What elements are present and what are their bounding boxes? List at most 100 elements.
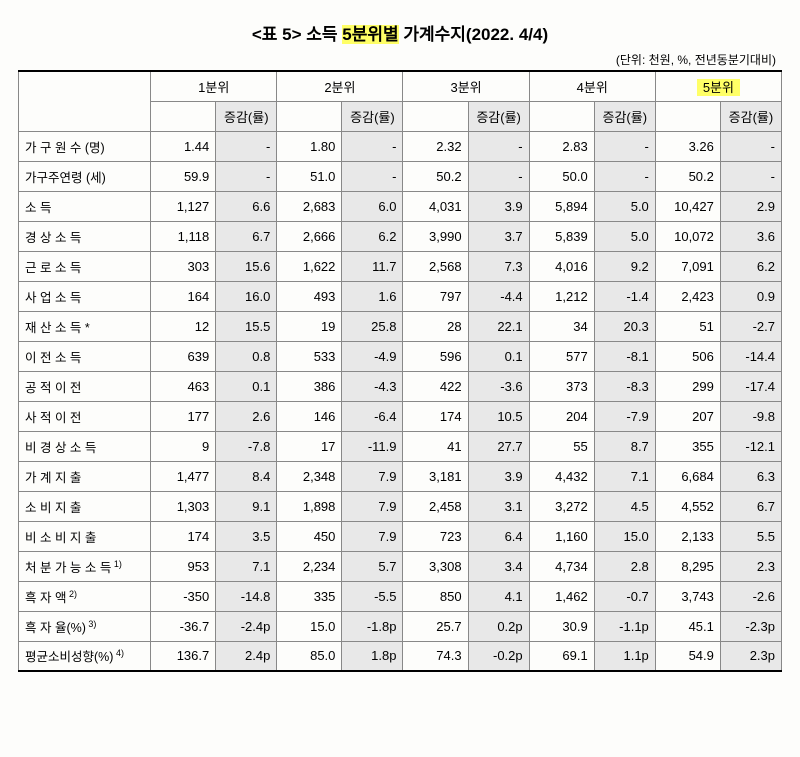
change-cell: - [594, 161, 655, 191]
change-cell: 2.3 [720, 551, 781, 581]
change-cell: 5.0 [594, 221, 655, 251]
title-highlight: 5분위별 [342, 25, 398, 44]
value-cell: 7,091 [655, 251, 720, 281]
value-cell: 5,839 [529, 221, 594, 251]
footnote-ref: 3) [86, 618, 97, 628]
value-cell: 450 [277, 521, 342, 551]
value-cell: 493 [277, 281, 342, 311]
row-label: 경 상 소 득 [19, 221, 151, 251]
change-cell: -4.3 [342, 371, 403, 401]
change-cell: 6.6 [216, 191, 277, 221]
value-cell: 4,016 [529, 251, 594, 281]
value-cell: 74.3 [403, 641, 468, 671]
value-cell: 3,308 [403, 551, 468, 581]
value-cell: 1,118 [151, 221, 216, 251]
change-cell: -5.5 [342, 581, 403, 611]
row-label: 재 산 소 득 * [19, 311, 151, 341]
table-row: 소 비 지 출1,3039.11,8987.92,4583.13,2724.54… [19, 491, 782, 521]
change-cell: 2.8 [594, 551, 655, 581]
value-cell: 10,427 [655, 191, 720, 221]
change-cell: - [594, 131, 655, 161]
change-cell: -4.4 [468, 281, 529, 311]
change-cell: 3.7 [468, 221, 529, 251]
change-cell: 0.2p [468, 611, 529, 641]
change-cell: 7.1 [594, 461, 655, 491]
value-cell: 2.83 [529, 131, 594, 161]
header-sub-blank-2 [277, 101, 342, 131]
change-cell: 7.9 [342, 461, 403, 491]
table-row: 흑 자 액 2)-350-14.8335-5.58504.11,462-0.73… [19, 581, 782, 611]
change-cell: 6.2 [720, 251, 781, 281]
header-q2: 2분위 [277, 71, 403, 101]
change-cell: -3.6 [468, 371, 529, 401]
value-cell: 3,743 [655, 581, 720, 611]
change-cell: -2.3p [720, 611, 781, 641]
change-cell: -2.7 [720, 311, 781, 341]
value-cell: 45.1 [655, 611, 720, 641]
value-cell: 723 [403, 521, 468, 551]
table-row: 근 로 소 득30315.61,62211.72,5687.34,0169.27… [19, 251, 782, 281]
change-cell: 9.1 [216, 491, 277, 521]
value-cell: 1,127 [151, 191, 216, 221]
value-cell: 1,898 [277, 491, 342, 521]
value-cell: 953 [151, 551, 216, 581]
change-cell: -1.1p [594, 611, 655, 641]
change-cell: 3.1 [468, 491, 529, 521]
change-cell: 7.9 [342, 521, 403, 551]
footnote-ref: 1) [111, 558, 122, 568]
value-cell: 15.0 [277, 611, 342, 641]
table-row: 평균소비성향(%) 4)136.72.4p85.01.8p74.3-0.2p69… [19, 641, 782, 671]
table-row: 비 경 상 소 득9-7.817-11.94127.7558.7355-12.1 [19, 431, 782, 461]
value-cell: 10,072 [655, 221, 720, 251]
table-row: 사 업 소 득16416.04931.6797-4.41,212-1.42,42… [19, 281, 782, 311]
change-cell: -7.8 [216, 431, 277, 461]
table-row: 소 득1,1276.62,6836.04,0313.95,8945.010,42… [19, 191, 782, 221]
value-cell: 3,990 [403, 221, 468, 251]
row-label: 처 분 가 능 소 득 1) [19, 551, 151, 581]
row-label: 근 로 소 득 [19, 251, 151, 281]
title-suffix: 가계수지(2022. 4/4) [399, 25, 549, 44]
change-cell: -17.4 [720, 371, 781, 401]
change-cell: -8.3 [594, 371, 655, 401]
value-cell: 639 [151, 341, 216, 371]
table-head: 1분위 2분위 3분위 4분위 5분위 증감(률) 증감(률) 증감(률) 증감… [19, 71, 782, 131]
value-cell: 51.0 [277, 161, 342, 191]
change-cell: 2.3p [720, 641, 781, 671]
change-cell: 2.6 [216, 401, 277, 431]
row-label: 이 전 소 득 [19, 341, 151, 371]
change-cell: 0.9 [720, 281, 781, 311]
change-cell: 10.5 [468, 401, 529, 431]
value-cell: 850 [403, 581, 468, 611]
change-cell: 7.1 [216, 551, 277, 581]
value-cell: 174 [403, 401, 468, 431]
change-cell: 8.4 [216, 461, 277, 491]
header-q3: 3분위 [403, 71, 529, 101]
value-cell: 299 [655, 371, 720, 401]
title-prefix: <표 5> 소득 [252, 25, 342, 44]
change-cell: 3.4 [468, 551, 529, 581]
change-cell: -11.9 [342, 431, 403, 461]
change-cell: 8.7 [594, 431, 655, 461]
value-cell: 577 [529, 341, 594, 371]
value-cell: 9 [151, 431, 216, 461]
table-row: 공 적 이 전4630.1386-4.3422-3.6373-8.3299-17… [19, 371, 782, 401]
change-cell: -1.4 [594, 281, 655, 311]
value-cell: 164 [151, 281, 216, 311]
change-cell: 16.0 [216, 281, 277, 311]
value-cell: 5,894 [529, 191, 594, 221]
change-cell: 1.8p [342, 641, 403, 671]
value-cell: 55 [529, 431, 594, 461]
change-cell: 2.9 [720, 191, 781, 221]
row-label: 흑 자 율(%) 3) [19, 611, 151, 641]
table-row: 이 전 소 득6390.8533-4.95960.1577-8.1506-14.… [19, 341, 782, 371]
change-cell: - [468, 161, 529, 191]
value-cell: 422 [403, 371, 468, 401]
value-cell: 1.80 [277, 131, 342, 161]
value-cell: 2,234 [277, 551, 342, 581]
table-title: <표 5> 소득 5분위별 가계수지(2022. 4/4) [18, 20, 782, 45]
table-row: 비 소 비 지 출1743.54507.97236.41,16015.02,13… [19, 521, 782, 551]
change-cell: 1.1p [594, 641, 655, 671]
change-cell: -6.4 [342, 401, 403, 431]
header-sub-chg-2: 증감(률) [342, 101, 403, 131]
row-label: 가 구 원 수 (명) [19, 131, 151, 161]
